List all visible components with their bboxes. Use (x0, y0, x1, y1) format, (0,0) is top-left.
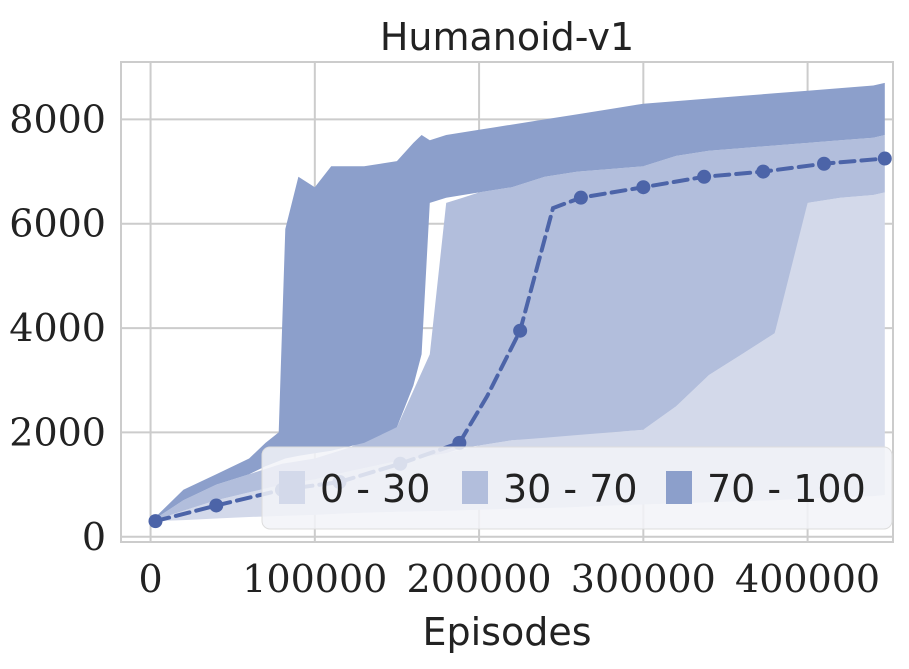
legend-label-70-100: 70 - 100 (707, 467, 866, 511)
median-point-0 (148, 514, 163, 529)
tick-labels: 0 100000 200000 300000 400000 0 2000 4000 6000 80… (9, 97, 880, 601)
legend-swatch-70-100 (666, 471, 692, 504)
x-axis-label: Episodes (422, 610, 591, 654)
median-point-10 (756, 164, 771, 179)
median-point-5 (452, 435, 467, 450)
median-point-9 (697, 169, 712, 184)
median-point-11 (817, 156, 832, 171)
x-tick-label-2: 200000 (407, 557, 552, 601)
legend-box (261, 446, 893, 530)
x-tick-label-4: 400000 (735, 557, 880, 601)
median-point-8 (636, 180, 651, 195)
y-tick-label-2: 4000 (9, 306, 106, 350)
y-tick-label-1: 2000 (9, 410, 106, 454)
legend-label-30-70: 30 - 70 (503, 467, 638, 511)
median-point-12 (877, 151, 892, 166)
median-point-7 (573, 190, 588, 205)
legend-swatch-0-30 (279, 471, 305, 504)
band-1 (155, 192, 885, 522)
y-tick-label-0: 0 (82, 515, 106, 559)
median-point-1 (209, 498, 224, 513)
x-tick-label-0: 0 (138, 557, 162, 601)
chart-title: Humanoid-v1 (380, 15, 634, 59)
legend-label-0-30: 0 - 30 (320, 467, 430, 511)
y-tick-label-4: 8000 (9, 97, 106, 141)
median-point-6 (513, 323, 528, 338)
plot-frame (120, 61, 894, 543)
legend: 0 - 30 30 - 70 70 - 100 (261, 446, 893, 530)
legend-swatch-30-70 (462, 471, 488, 504)
band-3 (155, 82, 885, 519)
x-tick-label-1: 100000 (242, 557, 387, 601)
x-tick-label-3: 300000 (571, 557, 716, 601)
y-tick-label-3: 6000 (9, 202, 106, 246)
